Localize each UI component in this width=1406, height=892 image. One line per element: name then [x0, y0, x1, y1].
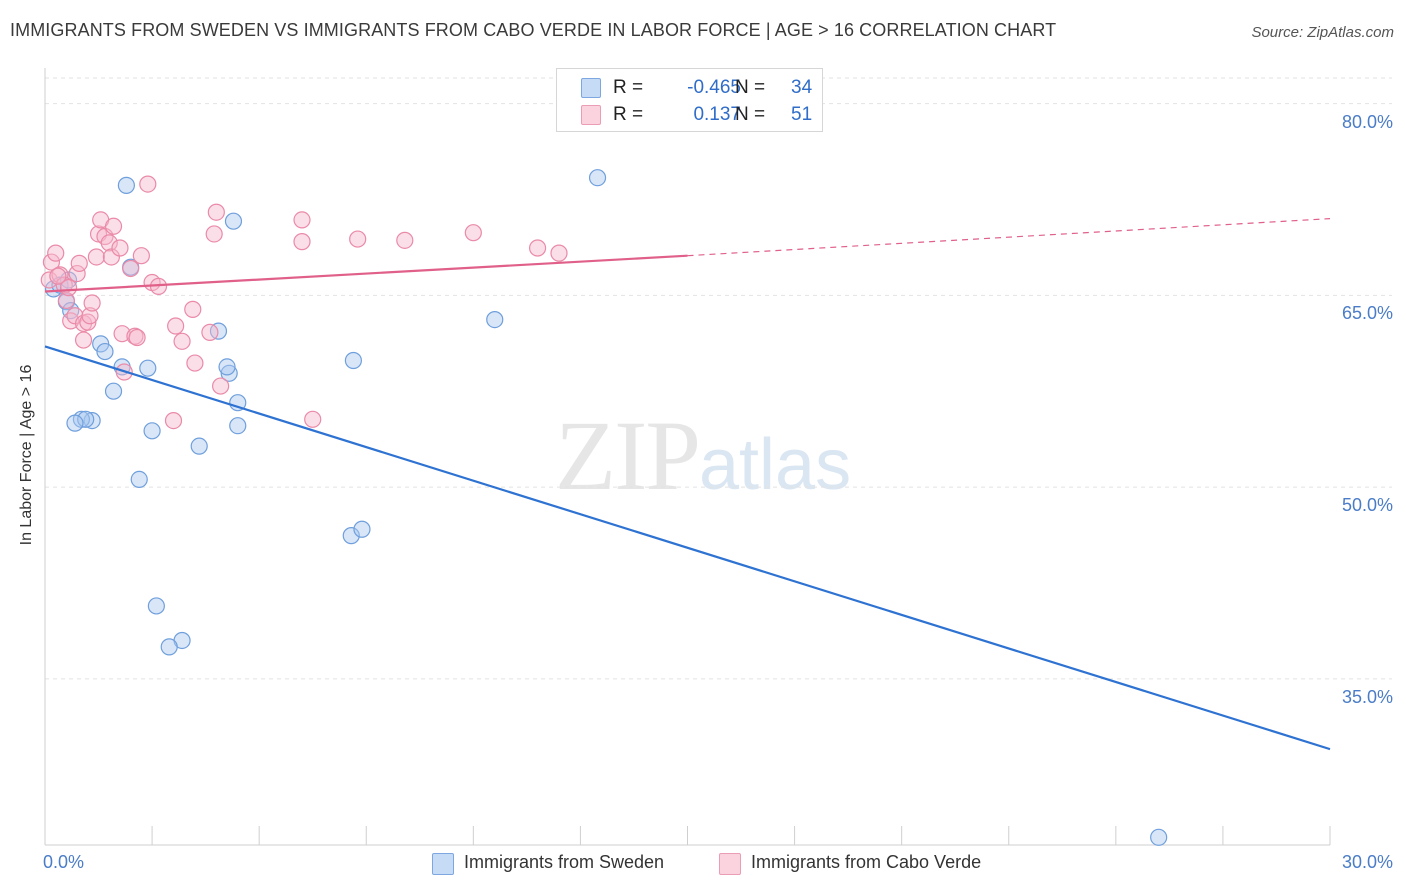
data-point-cabo-verde — [59, 279, 78, 297]
data-point-sweden — [353, 520, 371, 538]
data-point-cabo-verde — [40, 271, 58, 289]
legend-r-label: R = — [613, 77, 644, 98]
data-point-sweden — [104, 382, 123, 400]
data-point-sweden — [344, 351, 362, 370]
data-point-sweden — [77, 410, 95, 428]
y-axis-label: In Labor Force | Age > 16 — [18, 364, 35, 546]
data-point-sweden — [139, 359, 157, 377]
bottom-legend-swatch-sweden — [432, 853, 454, 875]
data-point-sweden — [486, 311, 504, 329]
data-point-cabo-verde — [122, 259, 140, 278]
data-point-cabo-verde — [49, 267, 67, 285]
data-point-cabo-verde — [186, 354, 204, 372]
data-point-sweden — [117, 176, 135, 194]
y-tick-label: 50.0% — [1341, 495, 1393, 516]
data-point-cabo-verde — [164, 411, 183, 430]
data-point-cabo-verde — [205, 225, 223, 243]
data-point-cabo-verde — [128, 328, 146, 347]
bottom-legend-label-sweden: Immigrants from Sweden — [464, 852, 665, 872]
x-tick-label: 0.0% — [43, 852, 85, 872]
data-point-sweden — [209, 322, 228, 340]
data-point-sweden — [229, 417, 247, 435]
correlation-legend: R = -0.465 N = 34 R = 0.137 N = 51 — [556, 68, 823, 132]
data-point-sweden — [190, 437, 208, 455]
data-point-cabo-verde — [464, 224, 482, 242]
bottom-legend-label-cabo-verde: Immigrants from Cabo Verde — [751, 852, 982, 872]
data-point-sweden — [588, 169, 607, 187]
data-point-cabo-verde — [349, 230, 367, 248]
x-tick-label: 30.0% — [1341, 852, 1393, 872]
data-point-sweden — [66, 414, 84, 432]
data-point-cabo-verde — [173, 332, 191, 350]
y-tick-label: 35.0% — [1341, 686, 1393, 707]
legend-n-label: N = — [735, 77, 766, 98]
data-point-cabo-verde — [293, 233, 311, 251]
data-point-cabo-verde — [83, 294, 101, 312]
data-point-cabo-verde — [550, 244, 568, 262]
data-point-cabo-verde — [68, 264, 86, 283]
data-point-cabo-verde — [79, 313, 97, 331]
trend-line-sweden — [44, 345, 1331, 751]
data-point-cabo-verde — [396, 231, 414, 249]
data-point-cabo-verde — [139, 175, 157, 193]
data-point-cabo-verde — [304, 410, 322, 428]
data-point-cabo-verde — [104, 217, 123, 235]
data-point-cabo-verde — [132, 247, 150, 265]
data-point-sweden — [342, 527, 360, 545]
data-point-sweden — [224, 212, 243, 230]
source-label: Source: ZipAtlas.com — [1251, 24, 1394, 41]
legend-n-label: N = — [735, 104, 766, 125]
data-point-cabo-verde — [167, 317, 185, 335]
data-point-sweden — [218, 358, 236, 376]
data-point-cabo-verde — [81, 307, 99, 325]
data-point-sweden — [96, 342, 114, 361]
trend-line-extension-cabo-verde — [687, 218, 1331, 257]
legend-n-value: 51 — [791, 104, 813, 125]
data-point-sweden — [130, 470, 148, 488]
legend-n-value: 34 — [791, 77, 813, 98]
legend-r-value: -0.465 — [687, 77, 741, 98]
bottom-legend-swatch-cabo-verde — [719, 853, 741, 875]
data-point-cabo-verde — [111, 239, 129, 257]
data-point-cabo-verde — [87, 248, 106, 266]
data-point-cabo-verde — [212, 377, 230, 395]
y-tick-label: 80.0% — [1341, 111, 1393, 132]
data-point-cabo-verde — [528, 239, 547, 257]
watermark: ZIPatlas — [555, 398, 851, 513]
data-point-cabo-verde — [57, 291, 76, 310]
data-point-cabo-verde — [184, 300, 202, 318]
data-point-cabo-verde — [47, 244, 65, 262]
watermark-atlas: atlas — [699, 425, 852, 505]
data-point-sweden — [147, 597, 165, 615]
data-point-cabo-verde — [207, 203, 225, 221]
trend-line-cabo-verde — [44, 254, 688, 293]
legend-r-label: R = — [613, 104, 644, 125]
data-point-sweden — [143, 422, 161, 440]
data-point-sweden — [1150, 828, 1168, 846]
data-point-cabo-verde — [293, 211, 311, 229]
legend-swatch-sweden — [581, 78, 601, 98]
data-point-cabo-verde — [102, 248, 120, 266]
watermark-zip: ZIP — [555, 400, 701, 511]
chart-title: IMMIGRANTS FROM SWEDEN VS IMMIGRANTS FRO… — [10, 20, 1057, 40]
data-point-sweden — [160, 638, 178, 656]
y-tick-label: 65.0% — [1341, 303, 1393, 324]
data-point-cabo-verde — [42, 253, 61, 271]
legend-r-value: 0.137 — [693, 104, 741, 125]
data-point-cabo-verde — [70, 254, 88, 272]
data-point-cabo-verde — [74, 331, 93, 349]
legend-swatch-cabo-verde — [581, 105, 601, 125]
data-point-sweden — [220, 364, 238, 382]
data-point-cabo-verde — [201, 323, 219, 341]
data-point-cabo-verde — [100, 234, 118, 252]
